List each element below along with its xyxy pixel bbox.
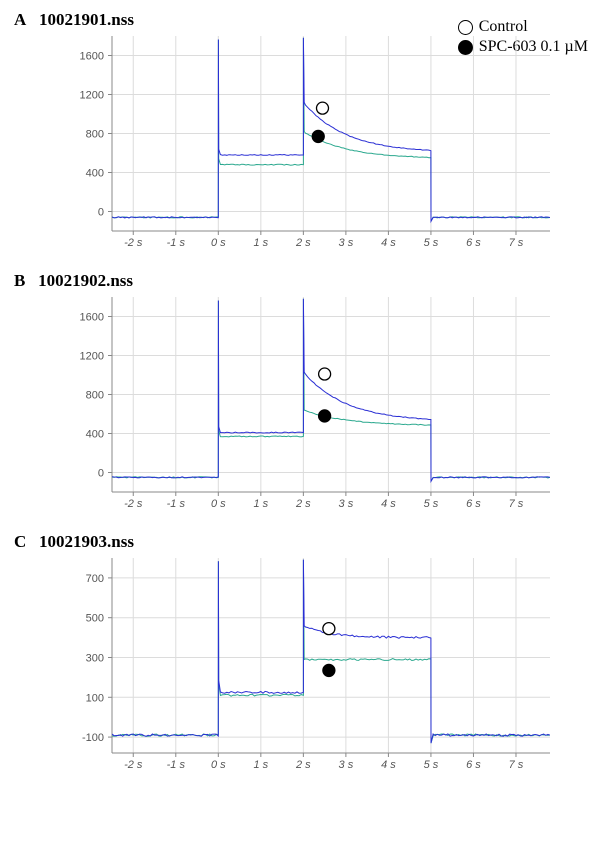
trace-drug [112, 299, 550, 482]
marker-drug [319, 410, 331, 422]
svg-text:5 s: 5 s [424, 237, 439, 249]
svg-text:4 s: 4 s [381, 759, 396, 771]
panel-C: C 10021903.nss -100 100 300 500 [10, 532, 596, 773]
svg-text:4 s: 4 s [381, 237, 396, 249]
trace-control [112, 299, 550, 482]
svg-text:-1 s: -1 s [167, 498, 186, 510]
panel-label: B [14, 271, 25, 290]
trace-control [112, 38, 550, 222]
panel-label: C [14, 532, 26, 551]
legend-control-label: Control [479, 18, 528, 36]
svg-text:1 s: 1 s [253, 498, 268, 510]
svg-text:2 s: 2 s [295, 759, 311, 771]
panel-filename: 10021902.nss [38, 271, 133, 290]
chart: 0 400 800 1200 1600 -2 s -1 s [70, 36, 550, 251]
marker-control [319, 368, 331, 380]
svg-text:0 s: 0 s [211, 759, 226, 771]
svg-text:1200: 1200 [80, 351, 104, 363]
svg-text:1 s: 1 s [253, 759, 268, 771]
marker-control [316, 102, 328, 114]
svg-text:-100: -100 [82, 732, 104, 744]
svg-text:100: 100 [86, 692, 104, 704]
panel-filename: 10021903.nss [39, 532, 134, 551]
svg-text:-1 s: -1 s [167, 759, 186, 771]
svg-text:-1 s: -1 s [167, 237, 186, 249]
legend-dot-open [458, 20, 473, 35]
svg-text:400: 400 [86, 429, 104, 441]
svg-text:400: 400 [86, 168, 104, 180]
marker-drug [323, 664, 335, 676]
svg-text:0 s: 0 s [211, 498, 226, 510]
svg-text:-2 s: -2 s [124, 759, 143, 771]
trace-drug [112, 38, 550, 222]
svg-text:5 s: 5 s [424, 759, 439, 771]
svg-text:0: 0 [98, 207, 104, 219]
svg-text:2 s: 2 s [295, 498, 311, 510]
panel-B: B 10021902.nss 0 400 800 1200 [10, 271, 596, 512]
svg-text:-2 s: -2 s [124, 498, 143, 510]
svg-text:6 s: 6 s [466, 498, 481, 510]
svg-text:1600: 1600 [80, 312, 104, 324]
svg-text:7 s: 7 s [509, 498, 524, 510]
svg-text:800: 800 [86, 390, 104, 402]
svg-text:2 s: 2 s [295, 237, 311, 249]
panel-title: B 10021902.nss [14, 271, 596, 291]
marker-control [323, 623, 335, 635]
svg-text:-2 s: -2 s [124, 237, 143, 249]
svg-text:300: 300 [86, 652, 104, 664]
svg-text:3 s: 3 s [339, 759, 354, 771]
chart: 0 400 800 1200 1600 -2 s -1 s [70, 297, 550, 512]
trace-drug [112, 560, 550, 744]
svg-text:0 s: 0 s [211, 237, 226, 249]
svg-text:1 s: 1 s [253, 237, 268, 249]
svg-text:4 s: 4 s [381, 498, 396, 510]
svg-text:7 s: 7 s [509, 237, 524, 249]
svg-text:6 s: 6 s [466, 759, 481, 771]
svg-text:1600: 1600 [80, 51, 104, 63]
chart: -100 100 300 500 700 -2 s -1 s [70, 558, 550, 773]
panel-label: A [14, 10, 26, 29]
trace-control [112, 560, 550, 744]
marker-drug [312, 130, 324, 142]
svg-text:7 s: 7 s [509, 759, 524, 771]
svg-text:6 s: 6 s [466, 237, 481, 249]
svg-text:700: 700 [86, 573, 104, 585]
svg-text:0: 0 [98, 468, 104, 480]
legend-control: Control [458, 18, 588, 36]
svg-text:800: 800 [86, 129, 104, 141]
svg-text:3 s: 3 s [339, 498, 354, 510]
svg-text:3 s: 3 s [339, 237, 354, 249]
panel-title: C 10021903.nss [14, 532, 596, 552]
svg-text:5 s: 5 s [424, 498, 439, 510]
svg-text:500: 500 [86, 613, 104, 625]
panel-filename: 10021901.nss [39, 10, 134, 29]
panel-A: A 10021901.nss 0 400 800 1200 [10, 10, 596, 251]
svg-text:1200: 1200 [80, 90, 104, 102]
